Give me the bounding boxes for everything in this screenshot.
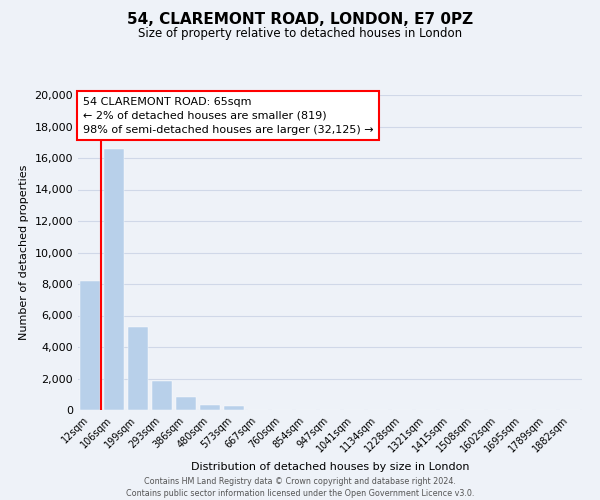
Text: Contains HM Land Registry data © Crown copyright and database right 2024.: Contains HM Land Registry data © Crown c… (144, 478, 456, 486)
Text: 54 CLAREMONT ROAD: 65sqm
← 2% of detached houses are smaller (819)
98% of semi-d: 54 CLAREMONT ROAD: 65sqm ← 2% of detache… (83, 96, 374, 134)
Bar (80, 281, 100, 410)
Bar (176, 398, 196, 410)
X-axis label: Distribution of detached houses by size in London: Distribution of detached houses by size … (191, 462, 469, 472)
Text: Contains public sector information licensed under the Open Government Licence v3: Contains public sector information licen… (126, 489, 474, 498)
Text: Size of property relative to detached houses in London: Size of property relative to detached ho… (138, 28, 462, 40)
Bar (200, 406, 220, 410)
Bar (128, 326, 148, 410)
Bar (152, 381, 172, 410)
Bar (224, 406, 244, 410)
Bar (104, 150, 124, 410)
Y-axis label: Number of detached properties: Number of detached properties (19, 165, 29, 340)
Text: 54, CLAREMONT ROAD, LONDON, E7 0PZ: 54, CLAREMONT ROAD, LONDON, E7 0PZ (127, 12, 473, 28)
